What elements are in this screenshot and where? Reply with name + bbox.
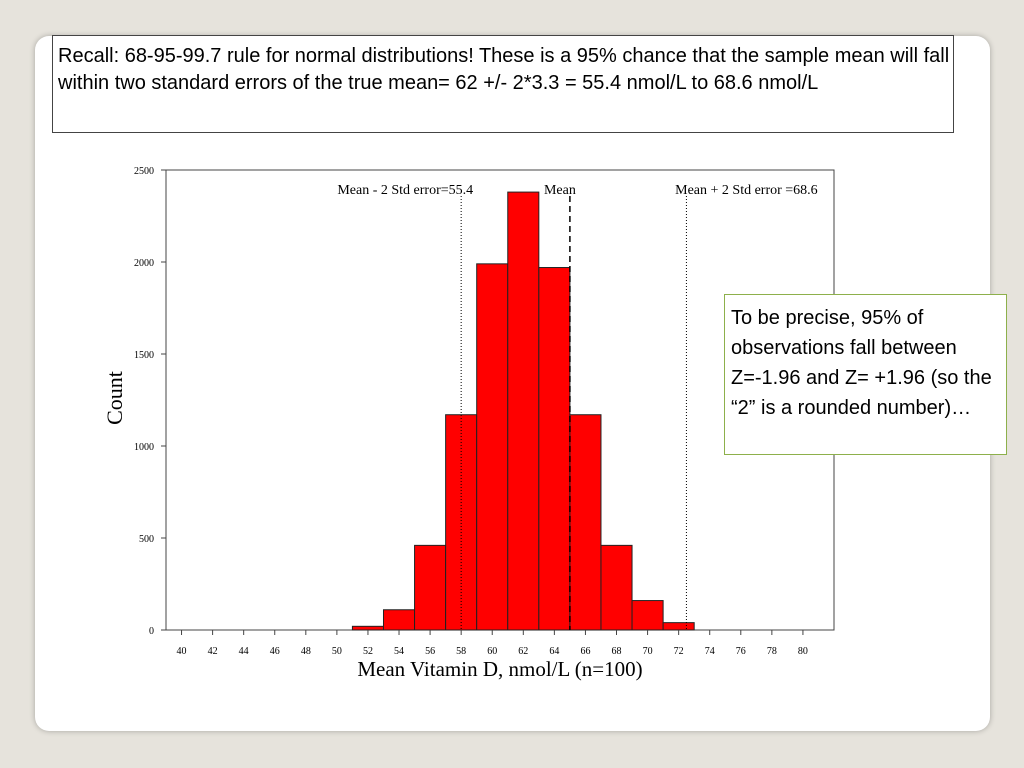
histogram-bar (569, 414, 602, 631)
y-tick-label: 1500 (134, 350, 154, 361)
y-tick-label: 0 (149, 626, 154, 637)
histogram-bar (382, 609, 416, 631)
x-tick-label: 72 (674, 646, 684, 657)
x-tick-label: 70 (643, 646, 653, 657)
x-tick-label: 46 (270, 646, 280, 657)
histogram-bar (600, 544, 633, 631)
x-tick-label: 42 (208, 646, 218, 657)
y-ticks-group: 0 500 1000 1500 2000 2500 (134, 166, 166, 637)
recall-note-text: Recall: 68-95-99.7 rule for normal distr… (58, 45, 950, 94)
reference-line-label: Mean - 2 Std error=55.4 (337, 183, 473, 198)
y-tick-label: 2000 (134, 258, 154, 269)
x-tick-label: 68 (612, 646, 622, 657)
x-tick-label: 66 (580, 646, 590, 657)
histogram-bar (538, 267, 571, 631)
histogram-bar (351, 625, 384, 631)
x-tick-label: 48 (301, 646, 311, 657)
x-tick-label: 54 (394, 646, 404, 657)
x-tick-label: 52 (363, 646, 373, 657)
x-tick-label: 64 (549, 646, 559, 657)
y-tick-label: 500 (139, 534, 154, 545)
x-tick-label: 78 (767, 646, 777, 657)
x-tick-label: 76 (736, 646, 746, 657)
y-tick-label: 1000 (134, 442, 154, 453)
histogram-bar (662, 622, 695, 631)
x-tick-label: 50 (332, 646, 342, 657)
bars-group (351, 191, 695, 631)
x-tick-label: 80 (798, 646, 808, 657)
y-tick-label: 2500 (134, 166, 154, 177)
histogram-bar (476, 263, 509, 631)
recall-note-box: Recall: 68-95-99.7 rule for normal distr… (52, 35, 954, 133)
x-tick-label: 40 (177, 646, 187, 657)
x-tick-label: 60 (487, 646, 497, 657)
x-tick-label: 58 (456, 646, 466, 657)
histogram-bar (445, 414, 478, 631)
x-axis-label: Mean Vitamin D, nmol/L (n=100) (357, 657, 642, 681)
x-tick-label: 74 (705, 646, 715, 657)
histogram-bar (414, 544, 447, 631)
x-tick-label: 62 (518, 646, 528, 657)
x-tick-label: 56 (425, 646, 435, 657)
precision-note-text: To be precise, 95% of observations fall … (731, 307, 992, 419)
reference-lines-group: Mean - 2 Std error=55.4 Mean Mean + 2 Std … (337, 183, 818, 630)
y-axis-label: Count (102, 371, 127, 425)
x-ticks-group: 40 42 44 46 48 50 52 54 56 58 60 62 64 66 68 70 72 74 76 78… (177, 630, 808, 657)
reference-line-label: Mean (544, 183, 576, 198)
precision-note-box: To be precise, 95% of observations fall … (724, 294, 1007, 455)
histogram-bar (507, 191, 540, 631)
x-tick-label: 44 (239, 646, 249, 657)
histogram-bar (631, 600, 664, 631)
reference-line-label: Mean + 2 Std error =68.6 (675, 183, 818, 198)
